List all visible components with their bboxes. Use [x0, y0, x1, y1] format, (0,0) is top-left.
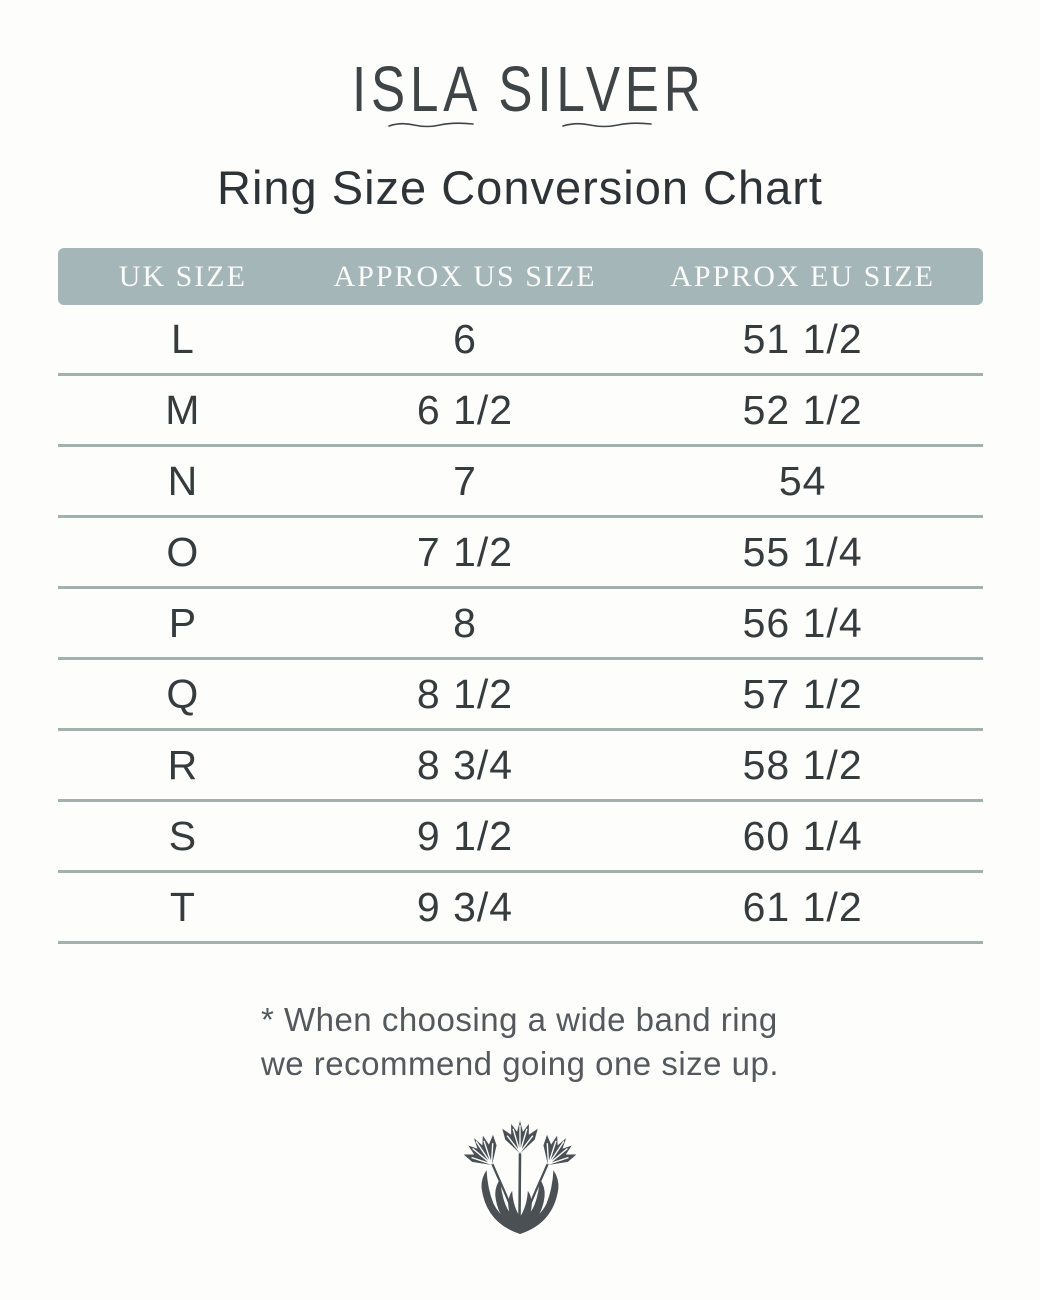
table-row: M 6 1/2 52 1/2 — [58, 376, 983, 447]
column-header-eu-size: APPROX EU SIZE — [670, 259, 935, 293]
eu-size-cell: 51 1/2 — [742, 315, 863, 362]
table-header-row: UK SIZE APPROX US SIZE APPROX EU SIZE — [58, 248, 983, 305]
size-conversion-table: UK SIZE APPROX US SIZE APPROX EU SIZE L … — [58, 248, 983, 944]
uk-size-cell: L — [170, 315, 195, 362]
us-size-cell: 6 — [453, 315, 477, 362]
us-size-cell: 7 — [453, 457, 477, 504]
eu-size-cell: 52 1/2 — [742, 386, 863, 433]
table-row: T 9 3/4 61 1/2 — [58, 873, 983, 944]
uk-size-cell: N — [167, 457, 199, 504]
uk-size-cell: O — [166, 528, 200, 575]
table-row: O 7 1/2 55 1/4 — [58, 518, 983, 589]
us-size-cell: 6 1/2 — [416, 386, 514, 433]
uk-size-cell: Q — [166, 670, 200, 717]
eu-size-cell: 54 — [778, 457, 827, 504]
brand-header: ISLA SILVER — [310, 0, 730, 128]
uk-size-cell: P — [168, 599, 198, 646]
logo-flourish-left-icon — [388, 122, 474, 128]
table-row: Q 8 1/2 57 1/2 — [58, 660, 983, 731]
eu-size-cell: 61 1/2 — [742, 883, 863, 930]
page-title: Ring Size Conversion Chart — [217, 161, 823, 214]
logo-flourish-right-icon — [562, 122, 652, 128]
brand-logo: ISLA SILVER — [352, 53, 706, 125]
eu-size-cell: 56 1/4 — [742, 599, 863, 646]
table-row: P 8 56 1/4 — [58, 589, 983, 660]
table-row: L 6 51 1/2 — [58, 305, 983, 376]
column-header-us-size: APPROX US SIZE — [333, 259, 597, 293]
us-size-cell: 8 1/2 — [416, 670, 514, 717]
uk-size-cell: M — [165, 386, 201, 433]
uk-size-cell: S — [168, 812, 198, 859]
table-row: N 7 54 — [58, 447, 983, 518]
table-row: R 8 3/4 58 1/2 — [58, 731, 983, 802]
uk-size-cell: R — [167, 741, 199, 788]
table-body: L 6 51 1/2 M 6 1/2 52 1/2 N 7 54 O 7 1/2… — [58, 305, 983, 944]
us-size-cell: 8 3/4 — [416, 741, 514, 788]
uk-size-cell: T — [169, 883, 196, 930]
flower-bouquet-icon — [0, 1112, 1040, 1245]
eu-size-cell: 60 1/4 — [742, 812, 863, 859]
us-size-cell: 9 3/4 — [416, 883, 514, 930]
eu-size-cell: 57 1/2 — [742, 670, 863, 717]
us-size-cell: 7 1/2 — [416, 528, 514, 575]
footnote-line-2: we recommend going one size up. — [260, 1045, 780, 1082]
us-size-cell: 9 1/2 — [416, 812, 514, 859]
us-size-cell: 8 — [453, 599, 477, 646]
footnote: * When choosing a wide band ring we reco… — [0, 998, 1040, 1086]
column-header-uk-size: UK SIZE — [118, 259, 247, 293]
eu-size-cell: 55 1/4 — [742, 528, 863, 575]
table-row: S 9 1/2 60 1/4 — [58, 802, 983, 873]
footnote-line-1: * When choosing a wide band ring — [260, 1001, 778, 1038]
eu-size-cell: 58 1/2 — [742, 741, 863, 788]
